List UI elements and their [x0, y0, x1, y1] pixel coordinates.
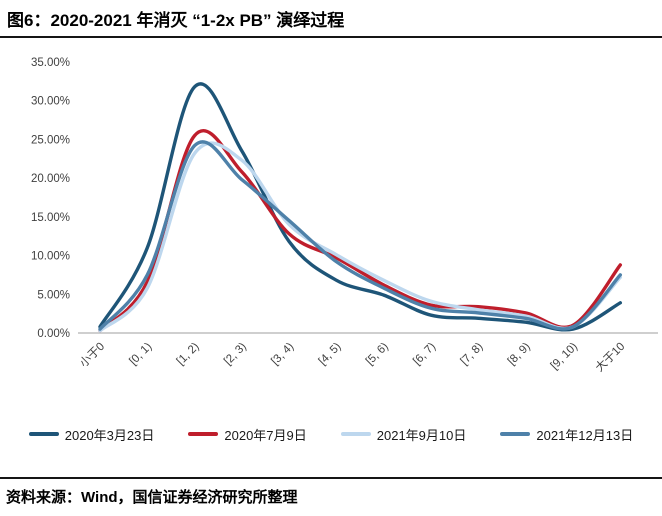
x-axis-tick-label: [2, 3) — [222, 341, 249, 368]
x-axis-tick-label: [9, 10) — [549, 341, 581, 373]
series-line-0 — [98, 82, 622, 332]
source-text: 资料来源：Wind，国信证券经济研究所整理 — [6, 489, 298, 506]
figure-title: 图6：2020-2021 年消灭 “1-2x PB” 演绎过程 — [7, 11, 345, 30]
y-axis-tick-label: 10.00% — [31, 251, 70, 263]
x-axis-tick-label: [4, 5) — [317, 341, 344, 368]
legend-label: 2021年9月10日 — [376, 427, 467, 443]
legend-label: 2020年3月23日 — [64, 427, 155, 443]
legend-swatch — [500, 432, 531, 436]
y-axis-tick-label: 15.00% — [31, 212, 70, 224]
y-axis-tick-label: 25.00% — [31, 134, 70, 146]
x-axis-tick-label: 小于0 — [77, 340, 107, 370]
x-axis-tick-label: [6, 7) — [411, 341, 438, 368]
legend-label: 2021年12月13日 — [536, 427, 634, 443]
title-divider — [0, 36, 662, 38]
y-axis-tick-label: 30.00% — [31, 96, 70, 108]
legend-item-3: 2021年12月13日 — [500, 425, 633, 444]
x-axis-tick-label: [8, 9) — [506, 341, 533, 368]
y-axis-tick-label: 20.00% — [31, 173, 70, 185]
x-axis-tick-label: [1, 2) — [175, 341, 202, 368]
legend-item-2: 2021年9月10日 — [340, 425, 467, 444]
x-axis-tick-label: [7, 8) — [458, 341, 485, 368]
line-chart: 0.00% 5.00% 10.00% 15.00% 20.00% 25.00% 30.00%… — [31, 57, 658, 374]
series-line-3 — [98, 140, 622, 331]
legend-label: 2020年7月9日 — [224, 427, 307, 443]
x-axis-tick-label: [3, 4) — [269, 341, 296, 368]
y-axis-tick-label: 5.00% — [37, 289, 70, 301]
legend-swatch — [188, 432, 219, 436]
chart-legend: 2020年3月23日 2020年7月9日 2021年9月10日 2021年12月13日 — [0, 423, 662, 445]
source-divider — [0, 477, 662, 479]
series-line-1 — [98, 129, 622, 333]
x-axis-tick-label: 大于10 — [592, 339, 627, 374]
x-axis-tick-label: [0, 1) — [127, 341, 154, 368]
series-line-2 — [98, 141, 622, 333]
legend-item-1: 2020年7月9日 — [188, 425, 307, 444]
y-axis-tick-label: 35.00% — [31, 57, 70, 69]
y-axis-tick-label: 0.00% — [37, 328, 70, 340]
legend-swatch — [28, 432, 59, 436]
legend-item-0: 2020年3月23日 — [28, 425, 155, 444]
legend-swatch — [340, 432, 371, 436]
x-axis-tick-label: [5, 6) — [364, 341, 391, 368]
